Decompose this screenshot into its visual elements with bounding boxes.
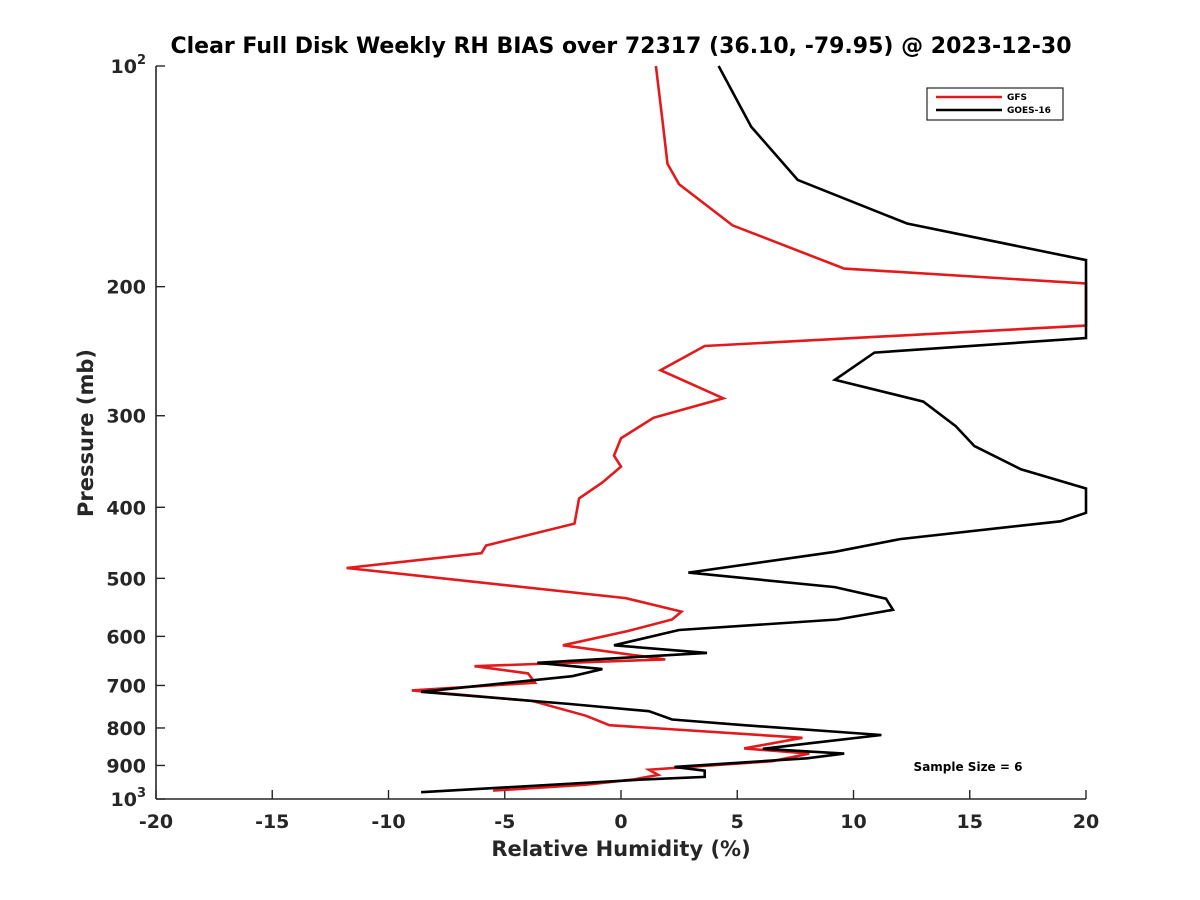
series-line-goes16 [420,65,1088,794]
legend: GFS GOES-16 [926,87,1064,121]
legend-label-goes16: GOES-16 [1007,106,1051,116]
legend-label-gfs: GFS [1007,93,1027,103]
y-tick-label: 200 [106,277,146,299]
x-tick-label: 15 [957,811,983,833]
x-tick-label: -5 [494,811,515,833]
y-tick-label: 800 [106,718,146,740]
chart-title: Clear Full Disk Weekly RH BIAS over 7231… [170,34,1071,59]
y-tick-label: 600 [106,626,146,648]
y-tick-label: 900 [106,755,146,777]
series-line-gfs [346,65,1088,792]
y-tick-label: 700 [106,675,146,697]
x-tick-label: -20 [139,811,173,833]
y-tick-label: 300 [106,406,146,428]
x-axis-ticks: -20 -15 -10 -5 0 5 10 15 20 [139,790,1099,833]
y-tick-label: 102 [111,53,147,78]
x-tick-label: 0 [614,811,627,833]
y-axis-label: Pressure (mb) [74,349,98,517]
series-layer [346,65,1088,794]
y-axis-ticks: 102 200 300 400 500 600 700 800 900 103 [106,53,165,811]
plot-area [155,66,1086,800]
y-tick-label: 500 [106,568,146,590]
y-tick-label: 103 [111,786,147,811]
x-tick-label: 20 [1073,811,1099,833]
x-tick-label: 5 [731,811,744,833]
x-axis-label: Relative Humidity (%) [491,837,750,861]
legend-box [926,87,1064,121]
x-tick-label: 10 [840,811,866,833]
sample-size-annotation: Sample Size = 6 [914,760,1023,774]
x-tick-label: -15 [255,811,289,833]
y-tick-label: 400 [106,497,146,519]
x-tick-label: -10 [371,811,405,833]
